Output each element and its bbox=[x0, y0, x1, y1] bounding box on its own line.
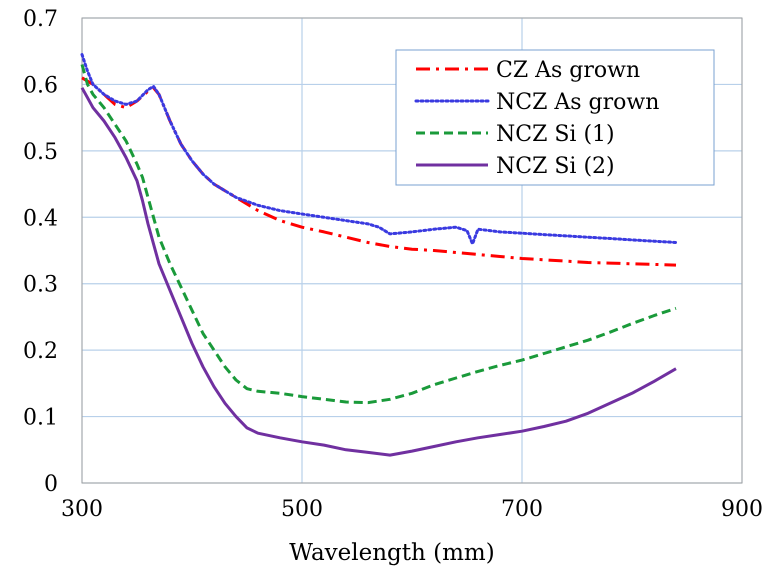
series-layer bbox=[80, 53, 678, 457]
plot-area-frame bbox=[81, 17, 743, 484]
series-line-2 bbox=[80, 53, 678, 246]
x-tick-label: 500 bbox=[281, 497, 323, 522]
legend-box bbox=[395, 49, 715, 186]
y-tick-label: 0.1 bbox=[23, 406, 58, 431]
legend-label-2: NCZ As grown bbox=[496, 90, 659, 115]
y-tick-label: 0.3 bbox=[23, 273, 58, 298]
legend-label-1: CZ As grown bbox=[496, 58, 640, 83]
y-tick-label: 0.4 bbox=[23, 206, 58, 231]
y-tick-label: 0 bbox=[44, 472, 58, 497]
y-tick-label: 0.2 bbox=[23, 339, 58, 364]
x-tick-label: 900 bbox=[721, 497, 763, 522]
legend-label-3: NCZ Si (1) bbox=[496, 122, 615, 147]
series-line-1 bbox=[81, 76, 677, 267]
legend-label-4: NCZ Si (2) bbox=[496, 154, 615, 179]
tick-labels: 0 0.1 0.2 0.3 0.4 0.5 0.6 0.7 300 500 700 900 bbox=[23, 7, 763, 522]
series-line-4 bbox=[80, 87, 677, 457]
y-tick-label: 0.6 bbox=[23, 73, 58, 98]
y-tick-label: 0.5 bbox=[23, 140, 58, 165]
series-line-3 bbox=[80, 64, 677, 405]
legend: CZ As grown NCZ As grown NCZ Si (1) NCZ Si … bbox=[395, 49, 715, 186]
y-tick-label: 0.7 bbox=[23, 7, 58, 32]
x-axis-title: Wavelength (mm) bbox=[289, 540, 494, 566]
x-tick-label: 300 bbox=[61, 497, 103, 522]
x-tick-label: 700 bbox=[501, 497, 543, 522]
